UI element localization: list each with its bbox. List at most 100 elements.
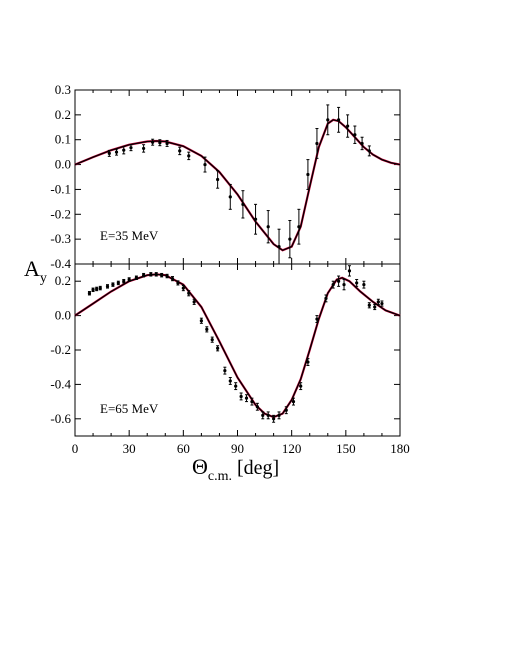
data-marker	[306, 172, 310, 177]
data-marker	[346, 124, 350, 128]
energy-annotation: E=65 MeV	[100, 401, 159, 416]
data-marker	[255, 405, 259, 409]
data-point	[277, 411, 281, 420]
data-point	[216, 170, 220, 189]
data-marker	[244, 396, 249, 400]
data-marker	[165, 274, 169, 278]
y-tick-label: 0.1	[55, 132, 71, 147]
data-marker	[306, 360, 310, 364]
data-point	[111, 282, 115, 287]
data-point	[114, 148, 119, 156]
data-marker	[331, 283, 335, 287]
data-marker	[158, 141, 162, 145]
data-point	[326, 104, 330, 136]
data-point	[241, 190, 245, 219]
data-marker	[380, 301, 384, 306]
data-point	[87, 291, 92, 296]
data-point	[129, 144, 133, 152]
data-point	[331, 280, 335, 289]
data-point	[160, 272, 164, 278]
data-point	[142, 144, 146, 153]
data-point	[203, 156, 207, 173]
data-marker	[277, 245, 281, 249]
data-marker	[266, 413, 270, 417]
theory-curve-alt	[74, 273, 401, 419]
data-point	[362, 280, 366, 289]
x-axis-title-sub: c.m.	[208, 469, 232, 484]
data-point	[306, 358, 310, 366]
data-marker	[337, 118, 341, 122]
panel-e65: -0.6 -0.4 -0.2 0.0 0.2 E=65 MeV	[50, 263, 401, 437]
data-marker	[142, 146, 146, 151]
data-marker	[261, 413, 265, 417]
data-point	[250, 397, 254, 406]
data-point	[165, 139, 169, 147]
data-point	[291, 397, 296, 406]
x-axis-title: Θc.m. [deg]	[192, 454, 279, 484]
data-marker	[347, 269, 352, 273]
data-marker	[297, 225, 301, 229]
data-point	[244, 394, 249, 403]
data-marker	[160, 273, 164, 277]
x-tick-label: 60	[177, 441, 190, 456]
theory-curve	[74, 273, 401, 418]
data-marker	[324, 296, 328, 300]
data-point	[376, 298, 380, 305]
data-point	[95, 286, 99, 292]
y-tick-label: -0.3	[50, 231, 71, 246]
data-marker	[129, 146, 133, 150]
data-point	[91, 287, 95, 293]
data-point	[228, 183, 232, 210]
data-marker	[142, 273, 146, 277]
data-point	[367, 302, 371, 309]
data-marker	[342, 283, 346, 287]
data-point	[315, 315, 319, 323]
data-marker	[154, 272, 158, 276]
data-marker	[91, 288, 95, 292]
data-marker	[105, 284, 110, 288]
x-axis-title-main: Θ	[192, 454, 208, 479]
data-marker	[367, 303, 371, 307]
data-point	[187, 290, 191, 297]
data-point	[210, 336, 214, 343]
data-marker	[299, 384, 303, 388]
data-marker	[253, 217, 258, 221]
data-point	[154, 272, 158, 277]
data-marker	[176, 281, 180, 285]
data-point	[253, 203, 258, 235]
data-point	[255, 402, 259, 411]
x-axis-title-unit: [deg]	[237, 457, 279, 479]
data-point	[315, 128, 319, 159]
data-marker	[326, 118, 330, 122]
data-point	[266, 411, 270, 420]
data-point	[347, 265, 352, 277]
panel-e35: -0.4 -0.3 -0.2 -0.1 0.0 0.1 0.2 0.3 E=35 MeV	[50, 82, 401, 271]
data-point	[170, 276, 175, 282]
data-point	[165, 273, 169, 279]
data-point	[216, 345, 220, 352]
data-point	[192, 298, 196, 305]
data-marker	[223, 369, 227, 373]
data-marker	[116, 281, 120, 285]
x-tick-label: 90	[231, 441, 244, 456]
data-marker	[241, 202, 245, 206]
data-marker	[360, 141, 364, 146]
y-tick-label: 0.0	[55, 308, 71, 323]
data-marker	[134, 276, 138, 280]
x-tick-label: 120	[282, 441, 302, 456]
x-tick-label: 150	[336, 441, 356, 456]
data-marker	[187, 291, 191, 295]
y-axis-title-sub: y	[40, 271, 47, 286]
data-marker	[234, 384, 238, 388]
data-marker	[181, 286, 185, 290]
data-marker	[367, 149, 371, 153]
data-marker	[199, 319, 203, 323]
data-point	[299, 382, 303, 391]
data-point	[272, 414, 276, 423]
y-tick-label: -0.2	[50, 206, 71, 221]
data-point	[98, 285, 102, 291]
data-point	[181, 285, 185, 292]
data-marker	[272, 417, 276, 421]
y-tick-label: 0.3	[55, 82, 71, 97]
data-marker	[362, 283, 366, 287]
